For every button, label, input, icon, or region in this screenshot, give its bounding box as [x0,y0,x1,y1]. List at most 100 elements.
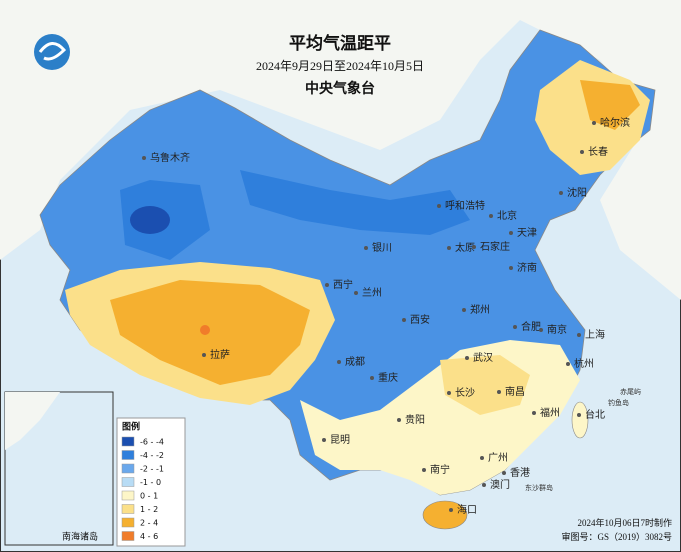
city-label: 福州 [540,406,560,419]
city-label: 广州 [488,452,508,464]
city-dot [447,391,451,395]
city-label: 澳门 [490,478,510,491]
city-label: 杭州 [574,357,594,370]
footer-made: 2024年10月06日7时制作 [577,517,672,528]
city-dot [502,471,506,475]
legend-label: 4 - 6 [140,532,158,541]
city-dot [322,438,326,442]
city-label: 合肥 [521,320,541,333]
city-dot [397,418,401,422]
city-label: 南宁 [430,463,450,476]
city-dot [202,353,206,357]
city-dot [577,333,581,337]
city-label: 呼和浩特 [445,200,485,212]
city-label: 太原 [455,241,475,254]
tibet-hot [110,280,310,385]
city-label: 昆明 [330,434,350,446]
city-dot [472,245,476,249]
city-dot [449,508,453,512]
legend-label: 0 - 1 [140,492,158,501]
city-label: 郑州 [470,303,490,316]
city-dot [482,483,486,487]
logo-swirl [38,42,67,61]
city-dot [539,328,543,332]
city-dot [402,318,406,322]
inset-label: 南海诸岛 [62,531,98,543]
legend-label: -1 - 0 [140,478,161,487]
city-dot [437,204,441,208]
logo [34,34,70,70]
city-label: 武汉 [473,351,493,364]
city-label: 天津 [517,227,537,239]
legend-label: -6 - -4 [140,438,164,447]
city-dot [509,266,513,270]
island-label: 东沙群岛 [525,483,553,492]
city-label: 重庆 [378,371,398,384]
city-dot [325,283,329,287]
city-label: 台北 [585,408,605,421]
legend-swatch [121,517,135,528]
legend-swatch [121,477,135,487]
city-dot [447,246,451,250]
tibet-core [200,325,210,335]
inset-land [5,392,60,450]
city-label: 兰州 [362,286,382,299]
city-label: 乌鲁木齐 [150,151,190,164]
city-dot [142,156,146,160]
city-label: 南京 [547,323,567,336]
island-label: 赤尾屿 [620,387,641,396]
city-label: 上海 [585,328,605,341]
legend-swatch [121,504,135,514]
city-dot [480,456,484,460]
city-label: 北京 [497,209,517,222]
legend-label: -2 - -1 [140,465,164,474]
city-label: 沈阳 [567,186,587,199]
city-label: 济南 [517,261,537,274]
city-dot [592,121,596,125]
city-dot [577,413,581,417]
issuer: 中央气象台 [305,80,375,97]
legend-label: 2 - 4 [140,519,158,528]
city-dot [337,360,341,364]
hainan [422,500,468,530]
city-label: 成都 [345,356,365,368]
legend-swatch [121,463,135,474]
legend-swatch [121,450,135,460]
city-label: 石家庄 [480,240,510,253]
city-label: 拉萨 [210,348,230,361]
city-dot [509,231,513,235]
legend-swatch [121,490,135,501]
ne-hot [580,80,640,130]
taiwan [571,401,589,439]
city-dot [354,291,358,295]
city-label: 贵阳 [405,413,425,426]
legend-label: -4 - -2 [140,451,164,460]
city-dot [465,356,469,360]
city-label: 西安 [410,313,430,326]
north-cold [240,170,470,235]
legend-label: 1 - 2 [140,505,158,514]
island-label: 钓鱼岛 [608,398,629,407]
legend-swatch [121,531,135,541]
city-label: 南昌 [505,385,525,398]
city-dot [370,376,374,380]
city-dot [489,214,493,218]
legend-swatch [121,436,135,447]
city-label: 哈尔滨 [600,116,630,129]
city-dot [497,390,501,394]
central-warm [440,355,530,415]
city-dot [462,308,466,312]
neighbor-land [0,0,681,300]
city-label: 银川 [372,241,392,254]
city-dot [422,468,426,472]
legend-items: -6 - -4 -4 - -2 -2 - -1 -1 - 0 0 - 1 1 - 2 2 -… [121,436,164,541]
city-label: 西宁 [333,278,353,291]
core-cold [130,206,170,234]
city-label: 长春 [588,146,608,158]
city-dot [364,246,368,250]
city-dot [580,150,584,154]
city-dot [532,411,536,415]
city-label: 长沙 [455,387,475,399]
